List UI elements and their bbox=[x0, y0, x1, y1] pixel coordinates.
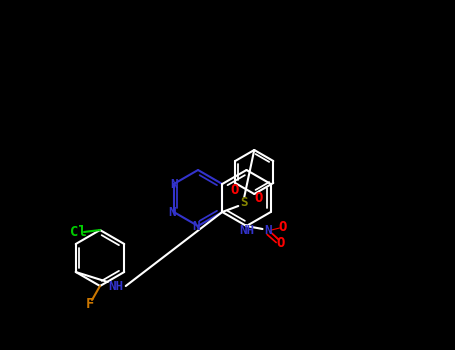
Text: N: N bbox=[192, 219, 200, 232]
Text: S: S bbox=[241, 196, 248, 209]
Text: N: N bbox=[265, 224, 272, 238]
Text: N: N bbox=[168, 205, 176, 218]
Text: O: O bbox=[278, 220, 287, 234]
Text: NH: NH bbox=[108, 280, 123, 293]
Text: O: O bbox=[276, 236, 285, 250]
Text: NH: NH bbox=[239, 224, 254, 238]
Text: N: N bbox=[170, 177, 177, 190]
Text: O: O bbox=[254, 191, 263, 205]
Text: O: O bbox=[230, 183, 238, 197]
Text: F: F bbox=[86, 297, 94, 311]
Text: Cl: Cl bbox=[70, 225, 86, 239]
